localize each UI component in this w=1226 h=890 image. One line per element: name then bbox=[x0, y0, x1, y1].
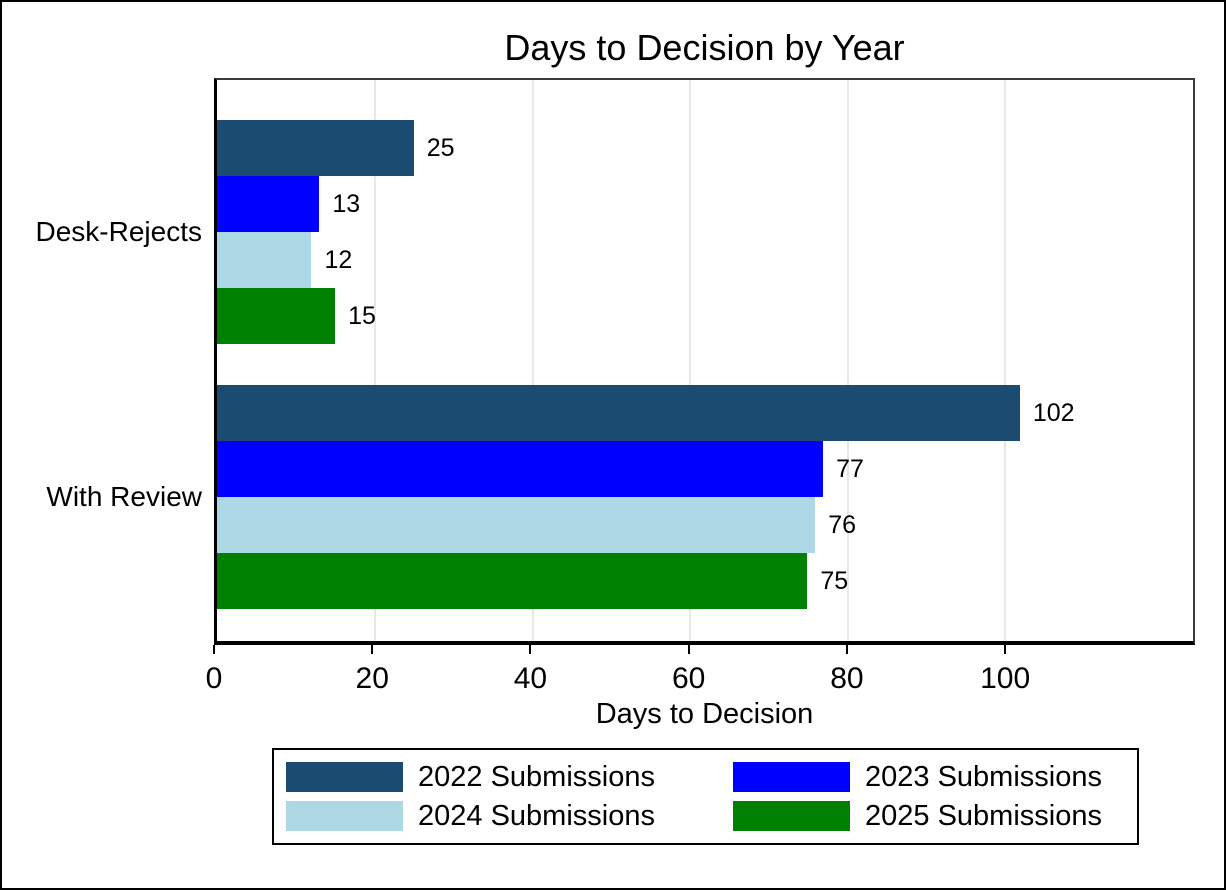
bar-2023 bbox=[217, 176, 320, 232]
gridline bbox=[1004, 80, 1007, 641]
bar-row: 76 bbox=[217, 497, 1193, 553]
x-tick-label: 0 bbox=[205, 662, 223, 695]
bar-2024 bbox=[217, 497, 816, 553]
x-tick-mark bbox=[529, 645, 532, 654]
bar-row: 12 bbox=[217, 232, 1193, 288]
x-tick-mark bbox=[845, 645, 848, 654]
bar-row: 15 bbox=[217, 288, 1193, 344]
bar-value-label: 77 bbox=[836, 454, 864, 483]
bar-2022 bbox=[217, 385, 1020, 441]
gridline bbox=[846, 80, 849, 641]
bar-value-label: 102 bbox=[1032, 398, 1075, 427]
bar-value-label: 13 bbox=[332, 189, 361, 218]
bar-2022 bbox=[217, 120, 414, 176]
x-tick-mark bbox=[687, 645, 690, 654]
bar-2025 bbox=[217, 288, 336, 344]
bar-2023 bbox=[217, 441, 824, 497]
legend-swatch bbox=[286, 762, 403, 792]
bar-value-label: 25 bbox=[426, 133, 455, 162]
bar-value-label: 15 bbox=[348, 301, 376, 330]
gridline bbox=[689, 80, 692, 641]
legend-swatch bbox=[733, 801, 850, 831]
category-label: Desk-Rejects bbox=[35, 216, 202, 247]
legend-item: 2023 Submissions bbox=[733, 762, 1137, 792]
x-axis-label: Days to Decision bbox=[595, 698, 814, 730]
legend-label: 2024 Submissions bbox=[418, 800, 655, 832]
legend-swatch bbox=[286, 801, 403, 831]
legend: 2022 Submissions 2023 Submissions 2024 Sub… bbox=[272, 748, 1139, 845]
bar-2025 bbox=[217, 553, 808, 609]
x-tick-label: 100 bbox=[980, 662, 1031, 695]
legend-label: 2023 Submissions bbox=[865, 761, 1102, 793]
bar-row: 75 bbox=[217, 553, 1193, 609]
legend-label: 2022 Submissions bbox=[418, 761, 655, 793]
bar-row: 25 bbox=[217, 120, 1193, 176]
legend-item: 2022 Submissions bbox=[286, 762, 733, 792]
x-tick-label: 40 bbox=[513, 662, 548, 695]
legend-label: 2025 Submissions bbox=[865, 800, 1102, 832]
bar-value-label: 76 bbox=[828, 510, 856, 539]
category-label: With Review bbox=[46, 481, 202, 512]
x-tick-label: 60 bbox=[671, 662, 706, 695]
x-tick-mark bbox=[371, 645, 374, 654]
bar-2024 bbox=[217, 232, 312, 288]
chart-title: Days to Decision by Year bbox=[504, 27, 905, 68]
legend-swatch bbox=[733, 762, 850, 792]
bar-row: 102 bbox=[217, 385, 1193, 441]
bar-value-label: 75 bbox=[820, 566, 849, 595]
x-tick-mark bbox=[1004, 645, 1007, 654]
gridline bbox=[374, 80, 377, 641]
x-tick-label: 20 bbox=[355, 662, 389, 695]
x-tick-label: 80 bbox=[830, 662, 864, 695]
legend-item: 2024 Submissions bbox=[286, 801, 733, 831]
bar-row: 77 bbox=[217, 441, 1193, 497]
gridline bbox=[531, 80, 534, 641]
bar-value-label: 12 bbox=[324, 245, 353, 274]
x-tick-mark bbox=[213, 645, 215, 654]
x-axis: 0 20 40 60 80 100 bbox=[206, 645, 1195, 697]
legend-item: 2025 Submissions bbox=[733, 801, 1137, 831]
bar-row: 13 bbox=[217, 176, 1193, 232]
plot-area: 25 13 12 15 102 77 76 75 bbox=[214, 78, 1195, 645]
